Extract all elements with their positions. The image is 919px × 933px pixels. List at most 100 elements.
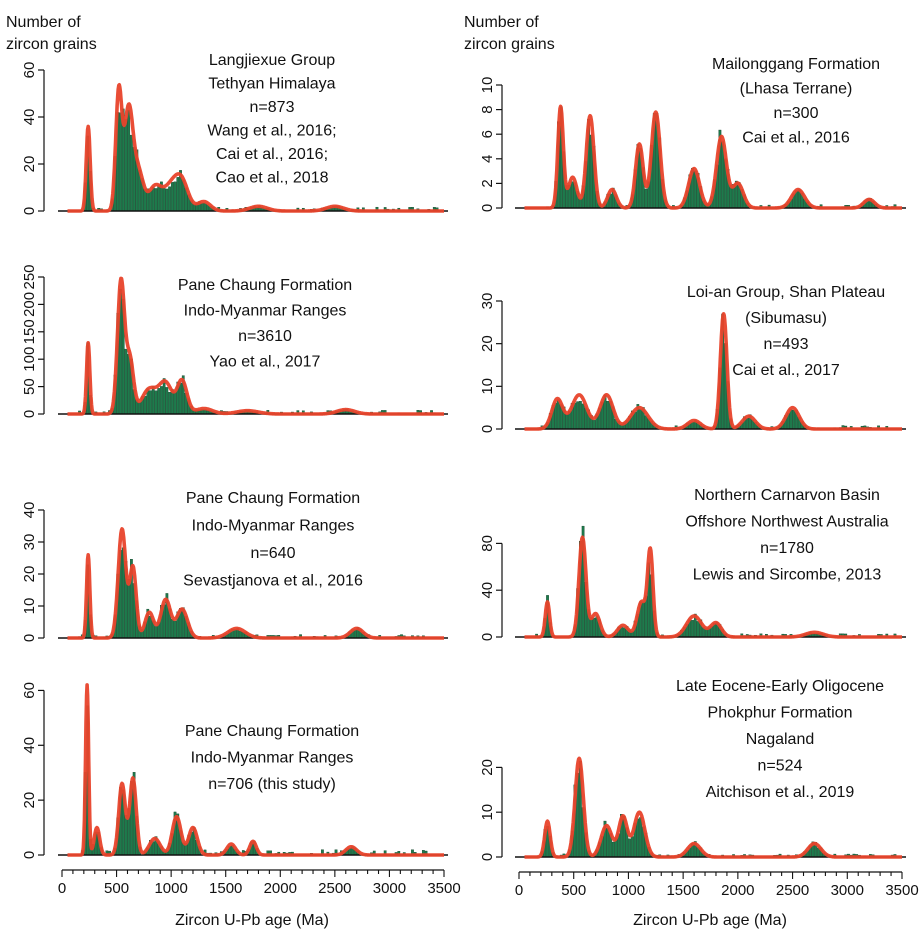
panel-annotation-line: Pane Chaung Formation [186,490,360,507]
histogram-bar [124,119,128,212]
histogram-bar [581,403,585,430]
histogram-bar [154,390,158,415]
histogram-bar [630,836,634,858]
histogram-bar [154,188,158,212]
x-tick-label: 1500 [209,880,242,897]
x-tick-label: 1000 [612,882,645,899]
y-tick-label: 20 [21,566,38,583]
histogram-bar [170,182,174,212]
histogram-bars [540,761,897,858]
x-tick-label: 0 [515,882,523,899]
panel-annotation-line: Indo-Myanmar Ranges [184,303,347,320]
y-tick-label: 8 [479,105,496,113]
histogram-bar [579,198,582,209]
histogram-bar [151,841,155,856]
panel-annotation-line: Yao et al., 2017 [210,354,321,371]
panel-left-1: 0 20 40 60 Langjiexue Group Tethyan Himalaya n… [21,52,448,215]
y-tick-label: 0 [21,634,38,642]
histogram-bar [173,391,177,415]
panel-annotation-line: Aitchison et al., 2019 [706,784,855,801]
y-tick-label: 40 [21,109,38,126]
panel-annotation-line: Loi-an Group, Shan Plateau [687,284,885,301]
histogram-bar [565,414,569,430]
panel-annotation-line: Offshore Northwest Australia [685,514,888,531]
histogram-bar [792,409,796,430]
histogram-bar [149,390,152,415]
panel-left-2: 0 50 100 150 200 250 Pane Chaung Formation Indo… [21,264,448,418]
x-tick-label: 2500 [776,882,809,899]
histogram-bar [157,388,161,415]
histogram-bar [179,382,182,415]
density-curve [66,83,446,213]
left-y-header-line2: zircon grains [6,36,97,53]
y-tick-label: 20 [479,759,496,776]
histogram-bar [162,378,166,415]
y-tick-label: 30 [21,534,38,551]
histogram-bar [745,417,749,430]
histogram-bar [143,396,147,415]
panel-right-3: 0 40 80 Northern Carnarvon Basin Offshore No… [479,487,906,641]
y-tick-label: 40 [21,737,38,754]
y-tick-label: 60 [21,682,38,699]
histogram-bar [633,411,637,430]
panel-annotation-line: n=3610 [238,328,292,345]
histogram-bar [611,841,615,858]
histogram-bar [589,617,593,638]
histogram-bar [176,177,180,212]
histogram-bar [127,354,131,415]
panel-annotation-line: Late Eocene-Early Oligocene [676,678,884,695]
panel-annotation-line: Pane Chaung Formation [178,277,352,294]
histogram-bar [239,630,242,639]
panel-annotation-line: Indo-Myanmar Ranges [192,518,355,535]
y-tick-label: 10 [479,804,496,821]
panel-right-4: 0 10 20 0 500 1000 1500 2000 2500 3000 3500 Late Eo… [479,678,919,899]
panel-right-1: 0 2 4 6 8 10 Mailonggang Formation (Lhasa Terra… [479,56,906,212]
histogram-bar [696,621,700,638]
panel-annotation-line: Mailonggang Formation [712,56,880,73]
y-tick-label: 0 [21,851,38,859]
y-tick-label: 50 [21,378,38,395]
left-x-axis-label: Zircon U-Pb age (Ma) [175,912,329,929]
panel-annotation-line: (Sibumasu) [745,310,827,327]
panel-annotation-line: Indo-Myanmar Ranges [191,750,354,767]
histogram-bar [170,618,174,639]
histogram-bar [151,187,155,212]
panel-annotation-line: n=1780 [760,540,814,557]
left-y-header-line1: Number of [6,14,81,31]
histogram-bar [789,409,793,430]
histogram-bar [557,399,560,430]
density-curve [523,312,904,431]
histogram-bar [639,408,642,430]
histogram-bar [157,185,161,212]
y-tick-label: 10 [479,378,496,395]
right-y-header-line2: zircon grains [464,36,555,53]
y-tick-label: 0 [479,633,496,641]
panel-annotation-line: n=873 [250,99,295,116]
histogram-bar [203,202,207,212]
y-tick-label: 60 [21,62,38,79]
x-tick-label: 1000 [154,880,187,897]
panel-annotation-line: Cai et al., 2016; [216,146,328,163]
panel-left-3: 0 10 20 30 40 Pane Chaung Formation Indo-Myanm… [21,490,448,642]
panel-annotation-line: n=706 (this study) [208,776,336,793]
density-curve [523,104,904,210]
x-tick-label: 3000 [831,882,864,899]
histogram-bar [127,579,131,639]
panel-annotation-line: Langjiexue Group [209,52,335,69]
histogram-bar [570,181,574,209]
y-tick-label: 2 [479,179,496,187]
histogram-bar [138,402,141,415]
panel-annotation-line: Phokphur Formation [708,705,853,722]
panel-annotation-line: Cai et al., 2017 [732,362,840,379]
right-x-axis-label: Zircon U-Pb age (Ma) [633,912,787,929]
y-tick-label: 100 [21,347,38,372]
histogram-bar [165,387,169,415]
histogram-bar [192,204,196,212]
histogram-bar [173,181,177,212]
density-curve [66,276,446,416]
histogram-bar [124,815,128,856]
panel-annotation-line: Nagaland [746,731,815,748]
histogram-bar [691,620,694,638]
histogram-bar [576,401,580,430]
